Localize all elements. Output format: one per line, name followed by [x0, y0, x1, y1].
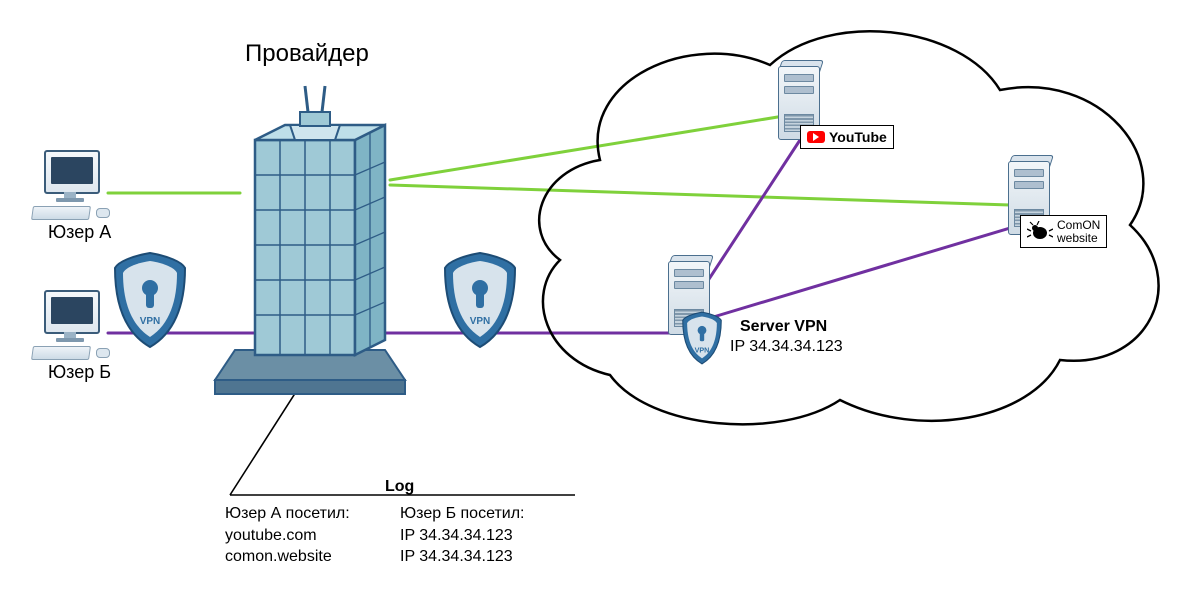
vpn-shield-small: VPN: [680, 310, 724, 366]
user-b-computer: [30, 290, 110, 360]
provider-building: [195, 80, 425, 400]
svg-text:VPN: VPN: [695, 346, 710, 354]
comon-bug-icon: [1027, 221, 1053, 243]
vpn-shield-mid: VPN: [440, 250, 520, 350]
provider-title: Провайдер: [245, 40, 369, 68]
user-a-label: Юзер А: [48, 222, 111, 243]
server-vpn-ip: IP 34.34.34.123: [730, 338, 843, 356]
comon-line2: website: [1057, 232, 1100, 245]
vpn-shield-left: VPN: [110, 250, 190, 350]
log-b-line1: IP 34.34.34.123: [400, 525, 524, 547]
log-b-header: Юзер Б посетил:: [400, 503, 524, 525]
comon-badge: ComON website: [1020, 215, 1107, 248]
log-col-b: Юзер Б посетил: IP 34.34.34.123 IP 34.34…: [400, 503, 524, 568]
user-b-label: Юзер Б: [48, 362, 111, 383]
log-b-line2: IP 34.34.34.123: [400, 546, 524, 568]
log-a-line1: youtube.com: [225, 525, 350, 547]
log-col-a: Юзер А посетил: youtube.com comon.websit…: [225, 503, 350, 568]
diagram-canvas: VPN VPN VPN: [0, 0, 1185, 609]
user-a-computer: [30, 150, 110, 220]
youtube-badge: YouTube: [800, 125, 894, 149]
log-title: Log: [385, 478, 414, 496]
log-a-header: Юзер А посетил:: [225, 503, 350, 525]
log-a-line2: comon.website: [225, 546, 350, 568]
comon-line1: ComON: [1057, 219, 1100, 232]
youtube-text: YouTube: [829, 129, 887, 145]
server-vpn-label: Server VPN: [740, 318, 827, 336]
vpn-badge-text: VPN: [140, 316, 161, 327]
svg-text:VPN: VPN: [470, 316, 491, 327]
youtube-play-icon: [807, 131, 825, 143]
